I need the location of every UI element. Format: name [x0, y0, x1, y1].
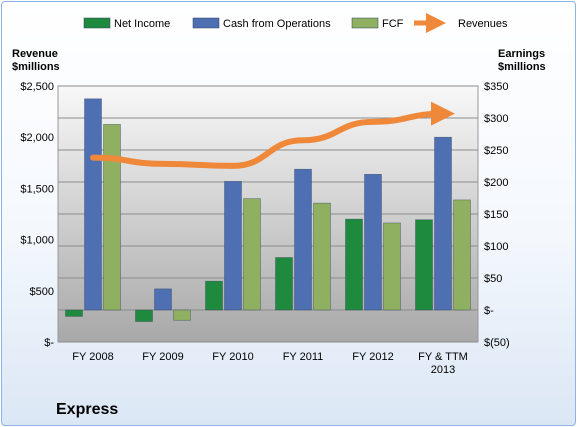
bar-fcf-3	[313, 202, 331, 311]
left-tick-label: $2,000	[20, 132, 54, 144]
x-axis-labels: FY 2008 FY 2009 FY 2010 FY 2011 FY 2012 FY & …	[72, 351, 468, 376]
bar-fcf-0	[103, 124, 121, 311]
right-tick-label: $50	[484, 273, 502, 285]
bar-cash-from-operations-3	[294, 168, 312, 311]
left-tick-label: $1,500	[20, 183, 54, 195]
bar-net-income-1	[135, 309, 153, 322]
bar-net-income-4	[345, 218, 363, 311]
right-tick-label: $250	[484, 145, 508, 157]
bar-net-income-0	[65, 309, 83, 317]
right-tick-label: $350	[484, 81, 508, 93]
bar-cash-from-operations-2	[224, 181, 242, 311]
legend-label: Net Income	[114, 18, 170, 30]
bar-fcf-4	[383, 222, 401, 311]
left-axis-title: $millions	[12, 61, 60, 73]
company-name: Express	[56, 401, 118, 418]
bar-net-income-2	[205, 280, 223, 311]
x-tick-label: FY 2012	[352, 351, 393, 363]
bar-fcf-5	[453, 199, 471, 311]
right-axis-ticks: $(50) $- $50 $100 $150 $200 $250 $300 $350	[484, 81, 510, 349]
x-tick-label: FY 2011	[283, 351, 324, 363]
right-tick-label: $200	[484, 177, 508, 189]
bar-cash-from-operations-0	[84, 98, 102, 311]
right-tick-label: $-	[484, 305, 494, 317]
legend-label: Cash from Operations	[223, 18, 331, 30]
legend-swatch-cash-from-operations	[192, 17, 220, 29]
right-tick-label: $150	[484, 209, 508, 221]
legend-label: Revenues	[458, 18, 508, 30]
right-tick-label: $300	[484, 113, 508, 125]
plot-area	[57, 85, 479, 343]
left-tick-label: $500	[30, 286, 54, 298]
x-tick-label: FY & TTM	[418, 351, 468, 363]
bar-net-income-5	[415, 219, 433, 311]
right-tick-label: $(50)	[484, 337, 510, 349]
x-tick-label: FY 2010	[212, 351, 253, 363]
x-tick-label: FY 2008	[72, 351, 113, 363]
revenue-line-path	[90, 101, 455, 169]
x-tick-label: FY 2009	[142, 351, 183, 363]
bars	[65, 98, 471, 322]
left-tick-label: $2,500	[20, 81, 54, 93]
bar-cash-from-operations-5	[434, 136, 452, 311]
legend: Net Income Cash from Operations FCF Revenue…	[83, 13, 508, 33]
legend-swatch-fcf	[351, 17, 379, 29]
right-axis-title: $millions	[498, 61, 546, 73]
bar-net-income-3	[275, 257, 293, 311]
bar-cash-from-operations-1	[154, 288, 172, 311]
left-axis-title: Revenue	[12, 48, 58, 60]
right-axis-title: Earnings	[498, 48, 545, 60]
left-axis-ticks: $- $500 $1,000 $1,500 $2,000 $2,500	[20, 81, 54, 349]
left-tick-label: $1,000	[20, 235, 54, 247]
left-tick-label: $-	[44, 337, 54, 349]
bar-fcf-1	[173, 309, 191, 321]
legend-swatch-net-income	[83, 17, 111, 29]
revenue-line	[90, 101, 455, 169]
bar-cash-from-operations-4	[364, 174, 382, 311]
legend-label: FCF	[382, 18, 404, 30]
right-tick-label: $100	[484, 241, 508, 253]
bar-fcf-2	[243, 198, 261, 311]
x-tick-label: 2013	[431, 364, 455, 376]
